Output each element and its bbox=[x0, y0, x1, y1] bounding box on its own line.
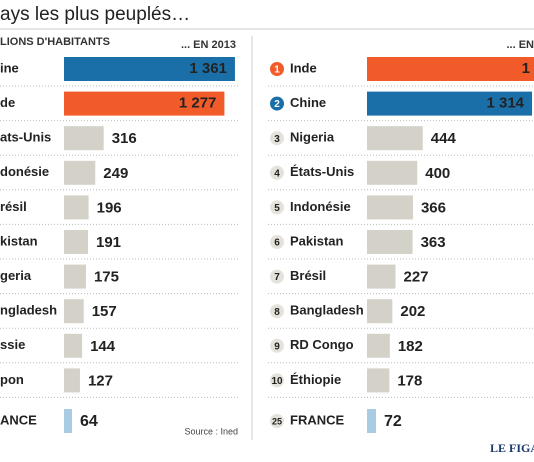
country-name: Éthiopie bbox=[290, 372, 341, 387]
value-label: 196 bbox=[97, 199, 122, 216]
value-label: 202 bbox=[400, 303, 425, 320]
bar bbox=[367, 409, 377, 433]
period-label: ... EN 2013 bbox=[181, 39, 236, 51]
bar bbox=[64, 91, 225, 116]
rank: 3 bbox=[274, 134, 280, 145]
country-name: Inde bbox=[290, 60, 317, 75]
rank: 6 bbox=[274, 238, 280, 249]
country-name: pon bbox=[0, 372, 24, 387]
rank: 9 bbox=[274, 341, 280, 352]
bar bbox=[367, 264, 396, 289]
country-name: Chine bbox=[290, 95, 326, 110]
value-label: 64 bbox=[80, 413, 98, 430]
rank-badge bbox=[270, 131, 284, 146]
value-label: 157 bbox=[92, 303, 117, 320]
bar bbox=[367, 299, 393, 324]
country-name: ANCE bbox=[0, 412, 37, 427]
bar bbox=[64, 333, 83, 358]
country-name: résil bbox=[0, 199, 27, 214]
value-label: 249 bbox=[103, 165, 128, 182]
bar bbox=[367, 195, 413, 220]
country-name: ssie bbox=[0, 337, 25, 352]
country-name: geria bbox=[0, 268, 32, 283]
rank-badge bbox=[270, 62, 284, 76]
country-name: Indonésie bbox=[290, 199, 351, 214]
value-label: 1 314 bbox=[486, 95, 524, 112]
bar bbox=[367, 368, 390, 393]
bar bbox=[64, 126, 104, 151]
country-name: FRANCE bbox=[290, 412, 344, 427]
country-name: ine bbox=[0, 60, 19, 75]
bar bbox=[64, 299, 84, 324]
country-name: Bangladesh bbox=[290, 303, 364, 318]
bar bbox=[64, 264, 86, 289]
bar bbox=[367, 160, 418, 185]
value-label: 363 bbox=[421, 234, 446, 251]
bar bbox=[64, 57, 235, 81]
value-label: 178 bbox=[397, 372, 422, 389]
rank: 25 bbox=[272, 416, 282, 426]
title: ays les plus peuplés… bbox=[0, 4, 190, 25]
rank: 5 bbox=[274, 203, 280, 214]
bar bbox=[64, 409, 73, 433]
country-name: RD Congo bbox=[290, 337, 354, 352]
rank-badge bbox=[270, 269, 284, 284]
country-name: Brésil bbox=[290, 268, 326, 283]
rank-badge bbox=[270, 338, 284, 353]
country-name: Pakistan bbox=[290, 233, 344, 248]
value-label: 366 bbox=[421, 199, 446, 216]
bar bbox=[64, 195, 89, 220]
value-label: 227 bbox=[404, 269, 429, 286]
source: Source : Ined bbox=[184, 426, 238, 436]
country-name: États-Unis bbox=[290, 164, 354, 179]
value-label: 1 361 bbox=[189, 60, 227, 77]
rank: 4 bbox=[274, 168, 280, 179]
rank-badge bbox=[270, 200, 284, 215]
bar bbox=[367, 230, 413, 254]
value-label: 72 bbox=[384, 413, 402, 430]
value-label: 400 bbox=[425, 165, 450, 182]
rank-badge bbox=[270, 96, 284, 111]
value-label: 444 bbox=[431, 130, 457, 147]
bar bbox=[367, 333, 390, 358]
value-label: 191 bbox=[96, 234, 121, 251]
country-name: donésie bbox=[0, 164, 49, 179]
country-name: de bbox=[0, 95, 15, 110]
rank-badge bbox=[270, 304, 284, 319]
bar bbox=[367, 57, 534, 81]
logo-box bbox=[488, 440, 534, 456]
country-name: ats-Unis bbox=[0, 130, 51, 145]
bar bbox=[64, 230, 88, 254]
rank-badge bbox=[270, 373, 284, 388]
rank: 2 bbox=[274, 99, 280, 110]
logo: LE FIGA bbox=[490, 441, 534, 455]
country-name: Nigeria bbox=[290, 130, 335, 145]
rank-badge bbox=[270, 235, 284, 249]
rank: 7 bbox=[274, 272, 280, 283]
country-name: ngladesh bbox=[0, 303, 57, 318]
value-label: 127 bbox=[88, 372, 113, 389]
bar bbox=[367, 126, 423, 151]
rank: 1 bbox=[274, 65, 280, 76]
value-label: 1 277 bbox=[179, 95, 217, 112]
rank-badge bbox=[270, 165, 284, 180]
period-label: ... EN bbox=[506, 39, 534, 51]
value-label: 316 bbox=[112, 130, 137, 147]
unit-label: LIONS D'HABITANTS bbox=[0, 36, 110, 48]
bar bbox=[367, 91, 533, 116]
bar bbox=[64, 160, 96, 185]
value-label: 144 bbox=[90, 338, 116, 355]
rank: 10 bbox=[271, 376, 283, 387]
rank-badge bbox=[270, 414, 284, 428]
value-label: 175 bbox=[94, 269, 119, 286]
value-label: 182 bbox=[398, 338, 423, 355]
country-name: kistan bbox=[0, 233, 38, 248]
value-label: 1 bbox=[522, 60, 530, 77]
bar bbox=[64, 368, 80, 393]
rank: 8 bbox=[274, 307, 280, 318]
